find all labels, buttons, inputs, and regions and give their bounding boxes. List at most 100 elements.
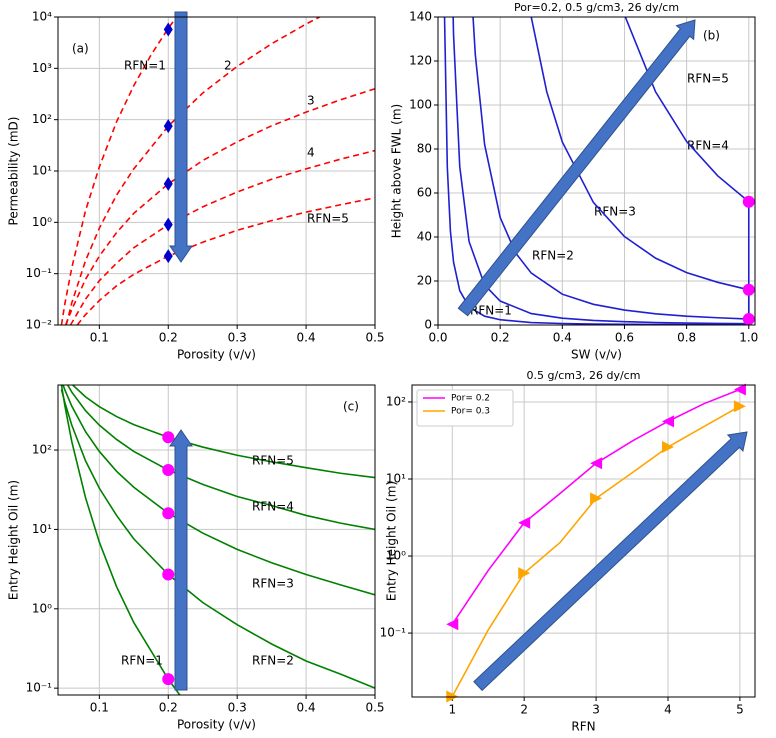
point-marker (590, 457, 603, 470)
point-marker (733, 383, 746, 396)
y-tick-label: 10⁻¹ (26, 266, 53, 280)
series-line (60, 17, 178, 325)
plot-frame (411, 384, 756, 698)
x-tick-label: 4 (664, 703, 672, 717)
y-tick-label: 40 (417, 230, 432, 244)
point-marker (446, 618, 459, 631)
chart-title: 0.5 g/cm3, 26 dy/cm (527, 369, 641, 382)
series-line (65, 17, 322, 325)
series-line (66, 385, 375, 531)
panel-label: (b) (703, 29, 720, 43)
y-tick-label: 10³ (32, 61, 52, 75)
point-marker (163, 119, 173, 134)
point-marker (742, 283, 755, 296)
x-tick-label: 0.4 (297, 331, 316, 345)
point-marker (742, 313, 755, 326)
y-tick-label: 10¹ (32, 522, 52, 536)
x-axis-label: RFN (571, 720, 595, 734)
series-line (71, 385, 375, 479)
point-marker (162, 464, 175, 477)
plot-frame (57, 16, 376, 326)
point-marker (162, 673, 175, 686)
y-axis-label: Permeability (mD) (7, 117, 21, 226)
arrow (473, 431, 748, 692)
series-line (64, 87, 375, 325)
y-tick-label: 20 (417, 274, 432, 288)
x-tick-label: 1.0 (739, 331, 758, 345)
y-axis-label: Height above FWL (m) (390, 104, 404, 238)
legend-label: Por= 0.3 (451, 407, 490, 417)
x-tick-label: 0.4 (297, 701, 316, 715)
y-tick-label: 10⁻¹ (26, 681, 53, 695)
point-marker (518, 516, 531, 529)
x-tick-label: 0.3 (228, 331, 247, 345)
x-tick-label: 0.3 (228, 701, 247, 715)
series-line (60, 389, 375, 689)
x-tick-label: 0.1 (90, 331, 109, 345)
series-label: RFN=3 (252, 577, 294, 591)
series-label: RFN=2 (252, 654, 294, 668)
arrow (169, 11, 193, 263)
series-label: RFN=2 (532, 249, 574, 263)
point-marker (162, 507, 175, 520)
x-tick-label: 0.5 (365, 331, 384, 345)
y-tick-label: 0 (424, 318, 432, 332)
x-tick-label: 0.0 (428, 331, 447, 345)
legend-box (416, 389, 514, 427)
x-tick-label: 0.1 (90, 701, 109, 715)
y-tick-label: 10⁰ (386, 549, 406, 563)
y-axis-label: Entry Height Oil (m) (385, 481, 399, 601)
y-tick-label: 10¹ (32, 164, 52, 178)
arrow (457, 19, 696, 317)
series-line (530, 17, 750, 325)
x-tick-label: 2 (520, 703, 528, 717)
panel-label: (a) (72, 42, 89, 56)
series-label: RFN=4 (252, 500, 294, 514)
x-tick-label: 5 (736, 703, 744, 717)
x-tick-label: 0.2 (159, 701, 178, 715)
legend-label: Por= 0.2 (451, 394, 490, 404)
x-axis-label: Porosity (v/v) (177, 348, 256, 362)
point-marker (162, 431, 175, 444)
plot-frame (437, 16, 756, 326)
x-tick-label: 0.2 (159, 331, 178, 345)
series-line (62, 385, 375, 596)
y-tick-label: 140 (409, 10, 432, 24)
legend: Por= 0.2 Por= 0.3 (416, 389, 514, 427)
y-tick-label: 10² (32, 112, 52, 126)
series-label: 4 (307, 146, 315, 160)
point-marker (518, 567, 531, 580)
y-tick-label: 120 (409, 54, 432, 68)
y-tick-label: 80 (417, 142, 432, 156)
series-label: RFN=5 (307, 212, 349, 226)
series-label: RFN=5 (687, 72, 729, 86)
x-tick-label: 0.6 (615, 331, 634, 345)
plot-frame (57, 384, 376, 696)
x-tick-label: 3 (592, 703, 600, 717)
y-tick-label: 10¹ (386, 471, 406, 485)
arrow (169, 429, 193, 691)
series-label: 3 (307, 94, 315, 108)
x-tick-label: 1 (448, 703, 456, 717)
y-tick-label: 10⁰ (32, 215, 52, 229)
y-axis-label: Entry Height Oil (m) (7, 480, 21, 600)
x-tick-label: 0.5 (365, 701, 384, 715)
series-line (69, 149, 375, 325)
y-tick-label: 10² (386, 394, 406, 408)
y-tick-label: 60 (417, 186, 432, 200)
y-tick-label: 10⁻² (26, 318, 53, 332)
series-label: RFN=4 (687, 139, 729, 153)
y-tick-label: 10⁴ (32, 10, 52, 24)
point-marker (661, 441, 674, 454)
panel-label: (c) (343, 400, 359, 414)
series-line (60, 385, 181, 695)
series-label: 2 (224, 59, 232, 73)
chart-title: Por=0.2, 0.5 g/cm3, 26 dy/cm (514, 1, 679, 14)
y-tick-label: 100 (409, 98, 432, 112)
point-marker (162, 568, 175, 581)
point-marker (661, 415, 674, 428)
series-line (452, 17, 750, 325)
series-label: RFN=3 (594, 205, 636, 219)
